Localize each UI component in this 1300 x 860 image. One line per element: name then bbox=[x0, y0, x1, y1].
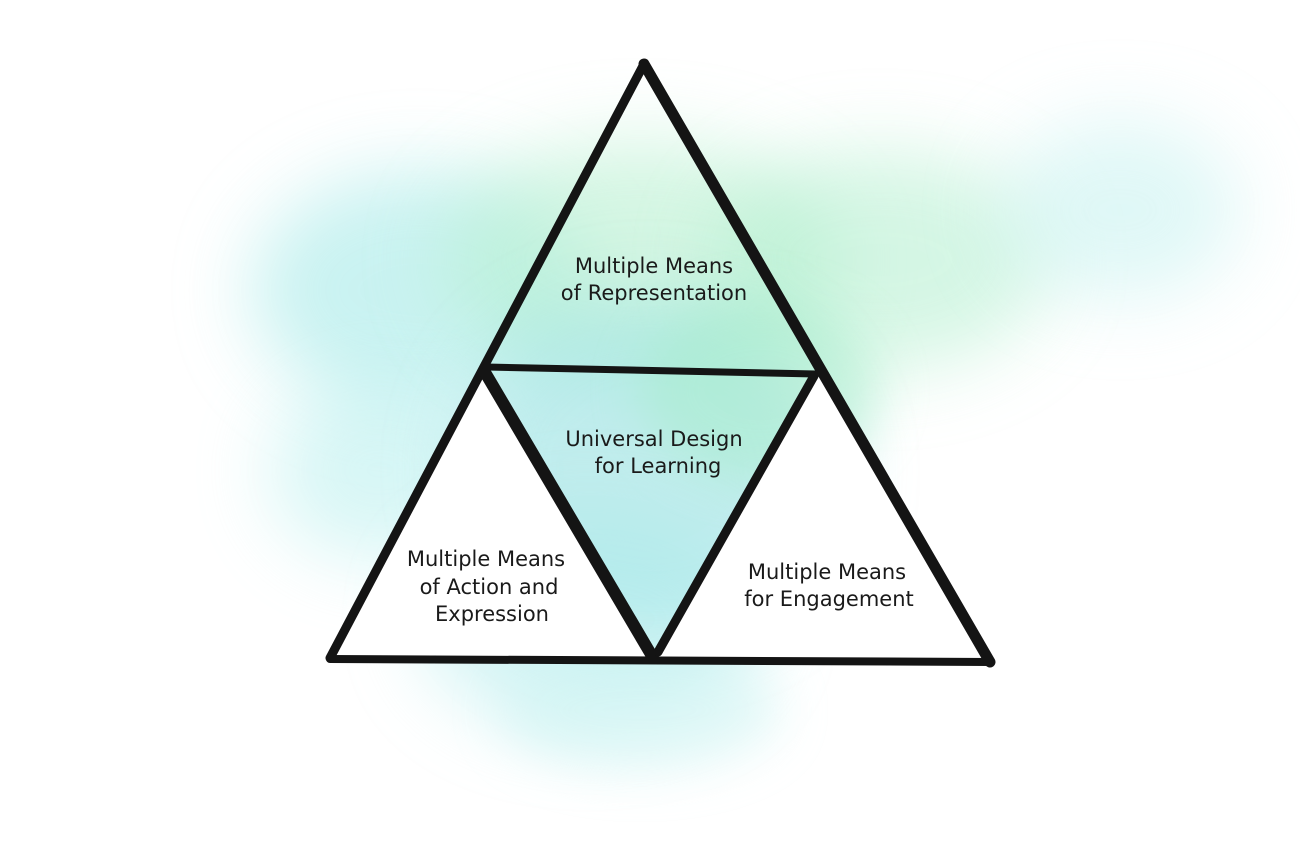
inner-right-edge bbox=[653, 371, 819, 657]
triangle-outline bbox=[325, 58, 996, 668]
right-label-line1: Multiple Means bbox=[748, 560, 906, 584]
center-label-line1: Universal Design bbox=[565, 427, 742, 451]
left-label-line2: of Action and bbox=[420, 575, 559, 599]
top-label-line1: Multiple Means bbox=[575, 254, 733, 278]
left-label-line1: Multiple Means bbox=[407, 547, 565, 571]
outer-bottom-edge bbox=[326, 655, 994, 666]
inner-top-edge bbox=[482, 363, 820, 378]
top-label-line2: of Representation bbox=[561, 281, 747, 305]
outer-left-edge bbox=[325, 59, 649, 663]
right-section-fill bbox=[652, 372, 990, 662]
left-section-fill bbox=[330, 372, 652, 658]
outer-right-edge bbox=[638, 58, 996, 668]
watercolor-background bbox=[250, 120, 1240, 770]
inner-left-edge bbox=[480, 368, 658, 662]
center-label-line2: for Learning bbox=[595, 454, 722, 478]
left-label-line3: Expression bbox=[435, 602, 549, 626]
right-label-line2: for Engagement bbox=[744, 587, 914, 611]
